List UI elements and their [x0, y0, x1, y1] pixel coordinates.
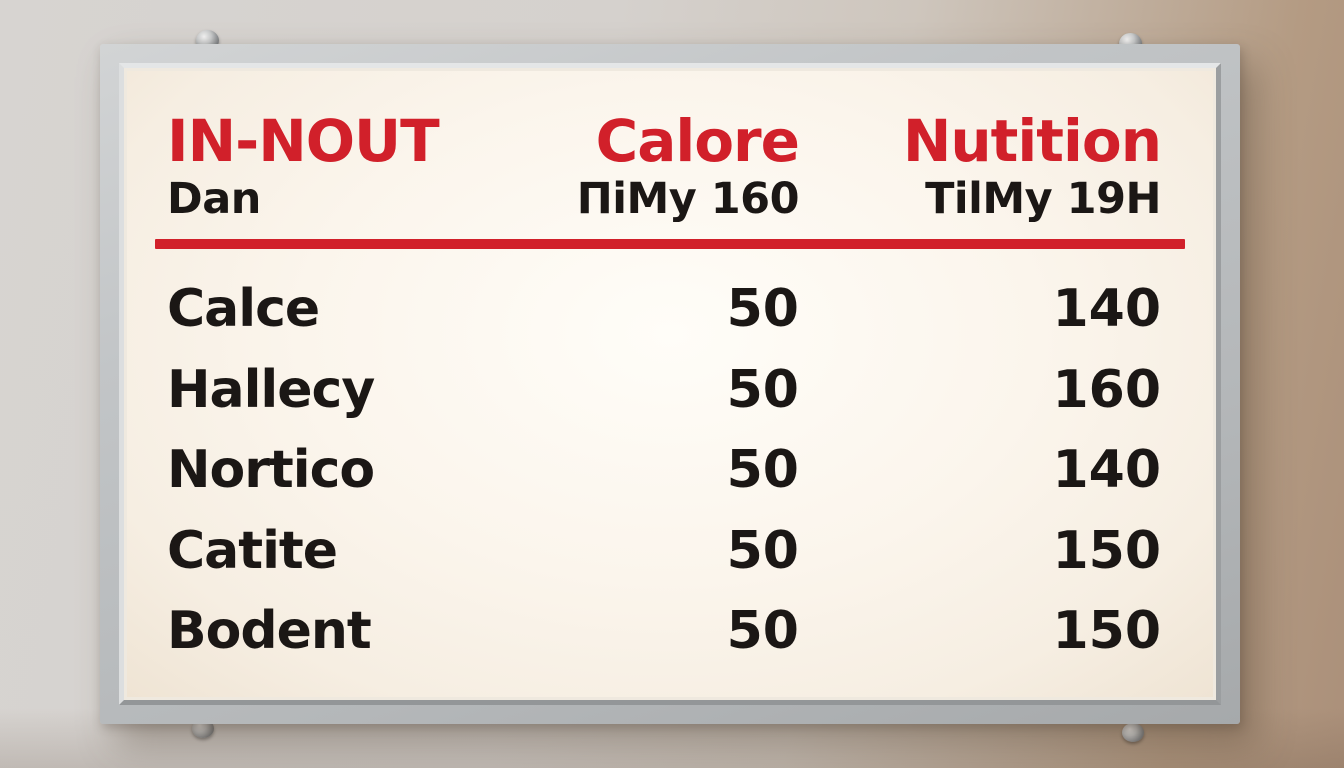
nutrition-value: 140	[1052, 279, 1161, 340]
board-frame-lip: IN-NOUT Dan Calore ΠiMy 160 Nutition Til…	[119, 63, 1221, 705]
divider-rule	[155, 239, 1185, 250]
menu-row: Nortico 50 140	[167, 430, 1161, 511]
column-header-calories: Calore	[595, 107, 800, 175]
column-subheader-nutrition: TilMy 19H	[925, 173, 1161, 224]
menu-row: Bodent 50 150	[167, 591, 1161, 672]
board-header: IN-NOUT Dan Calore ΠiMy 160 Nutition Til…	[167, 107, 1162, 224]
menu-row: Calce 50 140	[167, 269, 1161, 350]
board-face: IN-NOUT Dan Calore ΠiMy 160 Nutition Til…	[127, 71, 1213, 697]
nutrition-value: 140	[1052, 440, 1161, 501]
board-subtitle: Dan	[167, 173, 261, 224]
item-name: Bodent	[167, 601, 372, 662]
nutrition-value: 160	[1052, 359, 1161, 420]
calorie-value: 50	[726, 601, 799, 662]
board-title: IN-NOUT	[167, 107, 440, 175]
calorie-value: 50	[726, 520, 799, 581]
column-subheader-calories: ΠiMy 160	[576, 173, 800, 224]
nutrition-value: 150	[1052, 601, 1161, 662]
item-name: Catite	[167, 520, 338, 581]
calorie-value: 50	[726, 359, 799, 420]
nutrition-value: 150	[1052, 520, 1161, 581]
menu-rows: Calce 50 140 Hallecy 50 160 Nortico 50 1…	[167, 269, 1161, 672]
calorie-value: 50	[726, 440, 799, 501]
item-name: Nortico	[167, 440, 375, 501]
menu-row: Catite 50 150	[167, 511, 1161, 592]
menu-board: IN-NOUT Dan Calore ΠiMy 160 Nutition Til…	[100, 44, 1240, 724]
item-name: Calce	[167, 279, 320, 340]
calorie-value: 50	[726, 279, 799, 340]
column-header-nutrition: Nutition	[902, 107, 1162, 175]
menu-row: Hallecy 50 160	[167, 350, 1161, 431]
mounting-screw-bottom-right	[1122, 723, 1144, 742]
item-name: Hallecy	[167, 359, 375, 420]
